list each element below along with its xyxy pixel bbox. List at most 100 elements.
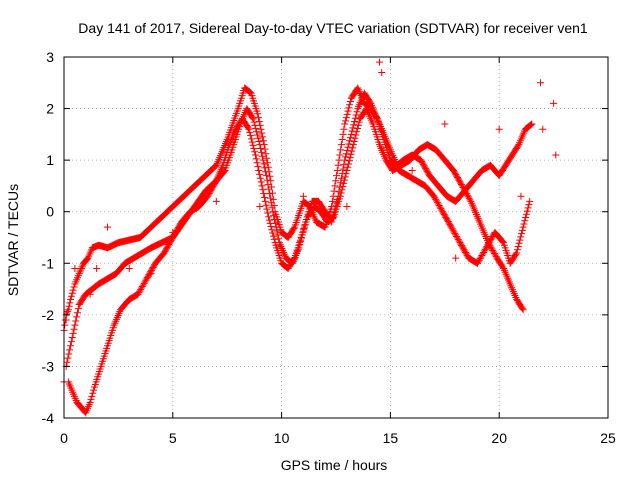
data-point: [256, 203, 264, 211]
data-point: [463, 191, 471, 199]
data-point: [337, 189, 345, 197]
data-point: [82, 256, 90, 264]
data-point: [257, 125, 265, 133]
data-point: [350, 117, 358, 125]
data-point: [438, 206, 446, 214]
data-point: [353, 128, 361, 136]
data-point: [245, 125, 253, 133]
data-point: [458, 182, 466, 190]
data-point: [266, 219, 274, 227]
data-point: [491, 251, 499, 259]
plot-frame: [63, 56, 609, 419]
data-point: [255, 117, 263, 125]
data-point: [249, 141, 257, 149]
data-point: [346, 154, 354, 162]
data-point: [67, 338, 75, 346]
data-point: [68, 334, 76, 342]
data-point: [346, 137, 354, 145]
data-point: [528, 120, 536, 128]
data-point: [490, 249, 498, 257]
y-tick-label: 2: [46, 101, 54, 117]
data-point: [345, 140, 353, 148]
data-point: [476, 255, 484, 263]
data-point: [461, 187, 469, 195]
x-tick-label: 10: [274, 430, 290, 446]
data-point: [348, 127, 356, 135]
data-point: [256, 141, 264, 149]
data-point: [345, 160, 353, 168]
data-point: [212, 178, 220, 186]
data-point: [462, 188, 470, 196]
data-point: [125, 264, 133, 272]
data-point: [259, 137, 267, 145]
data-point: [265, 185, 273, 193]
data-point: [334, 161, 342, 169]
data-point: [86, 399, 94, 407]
data-point: [65, 350, 73, 358]
data-point: [519, 306, 527, 314]
data-point: [339, 183, 347, 191]
data-point: [349, 141, 357, 149]
data-point: [257, 178, 265, 186]
data-point: [262, 201, 270, 209]
data-point: [259, 133, 267, 141]
data-point: [518, 304, 526, 312]
data-point: [342, 170, 350, 178]
data-point: [93, 264, 101, 272]
data-points: [60, 58, 560, 417]
data-point: [342, 153, 350, 161]
x-axis-label: GPS time / hours: [281, 457, 388, 473]
data-point: [211, 163, 219, 171]
data-point: [261, 164, 269, 172]
data-point: [249, 115, 257, 123]
data-point: [134, 290, 142, 298]
data-point: [481, 245, 489, 253]
data-point: [353, 108, 361, 116]
data-point: [339, 130, 347, 138]
data-point: [73, 309, 81, 317]
data-point: [484, 239, 492, 247]
y-tick-label: -4: [42, 410, 55, 426]
data-point: [346, 101, 354, 109]
data-point: [66, 299, 74, 307]
data-point: [258, 129, 266, 137]
data-point: [140, 279, 148, 287]
data-point: [268, 203, 276, 211]
data-point: [252, 125, 260, 133]
x-tick-label: 5: [169, 430, 177, 446]
data-point: [518, 226, 526, 234]
data-point: [352, 131, 360, 139]
x-tick-label: 0: [60, 430, 68, 446]
data-point: [521, 217, 529, 225]
data-point: [275, 235, 283, 243]
data-point: [336, 151, 344, 159]
data-point: [75, 270, 83, 278]
data-point: [264, 209, 272, 217]
data-point: [247, 135, 255, 143]
data-point: [480, 247, 488, 255]
data-point: [244, 124, 252, 132]
data-point: [273, 227, 281, 235]
x-tick-label: 15: [383, 430, 399, 446]
data-point: [257, 145, 265, 153]
data-point: [466, 196, 474, 204]
data-point: [337, 179, 345, 187]
data-point: [333, 172, 341, 180]
data-point: [517, 192, 525, 200]
data-point: [88, 392, 96, 400]
data-point: [328, 214, 336, 222]
data-point: [452, 231, 460, 239]
data-point: [526, 197, 534, 205]
data-point: [258, 152, 266, 160]
data-point: [254, 114, 262, 122]
data-point: [515, 239, 523, 247]
data-point: [64, 306, 72, 314]
data-point: [142, 276, 150, 284]
data-point: [212, 197, 220, 205]
data-point: [256, 170, 264, 178]
data-point: [499, 263, 507, 271]
y-tick-label: 3: [46, 49, 54, 65]
data-point: [262, 168, 270, 176]
data-point: [353, 125, 361, 133]
data-point: [71, 264, 79, 272]
